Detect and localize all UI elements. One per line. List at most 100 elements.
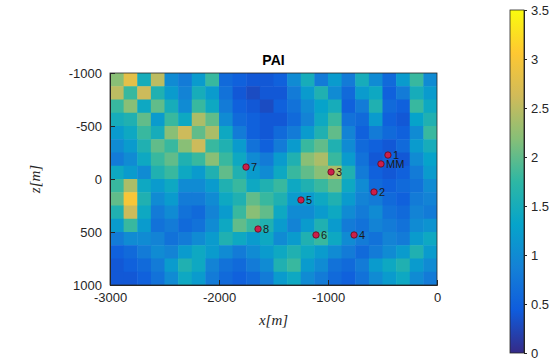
heatmap-cell	[287, 245, 301, 259]
heatmap-cell	[192, 100, 206, 114]
heatmap-cell	[246, 272, 260, 285]
tick-mark	[328, 280, 329, 285]
heatmap-cell	[287, 219, 301, 233]
heatmap-cell	[124, 113, 138, 127]
heatmap-cell	[246, 206, 260, 220]
heatmap-cell	[314, 179, 328, 193]
heatmap-cell	[219, 272, 233, 285]
heatmap-cell	[383, 126, 397, 140]
heatmap-cell	[192, 126, 206, 140]
heatmap-cell	[260, 259, 274, 273]
point-label: 5	[306, 194, 312, 206]
heatmap-cell	[192, 166, 206, 180]
heatmap-cell	[314, 153, 328, 167]
heatmap-cell	[205, 272, 219, 285]
heatmap-cell	[423, 126, 437, 140]
heatmap-cell	[410, 192, 424, 206]
heatmap-cell	[110, 139, 124, 153]
heatmap-cell	[205, 232, 219, 246]
heatmap-cell	[396, 245, 410, 259]
heatmap-cell	[219, 73, 233, 87]
heatmap-cell	[192, 86, 206, 100]
tick-mark	[219, 280, 220, 285]
heatmap-cell	[151, 86, 165, 100]
heatmap-cell	[124, 259, 138, 273]
tick-label: 2	[531, 150, 538, 165]
heatmap-cell	[205, 153, 219, 167]
tick: 500	[80, 225, 115, 240]
heatmap-cell	[124, 179, 138, 193]
heatmap-cell	[124, 73, 138, 87]
heatmap-cell	[165, 113, 179, 127]
heatmap-cell	[328, 232, 342, 246]
heatmap-cell	[110, 192, 124, 206]
heatmap-cell	[151, 272, 165, 285]
heatmap-cell	[342, 219, 356, 233]
heatmap-cell	[192, 192, 206, 206]
heatmap-cell	[205, 245, 219, 259]
heatmap-cell	[369, 86, 383, 100]
heatmap-cell	[165, 73, 179, 87]
heatmap-cell	[369, 126, 383, 140]
heatmap-cell	[233, 100, 247, 114]
heatmap-cell	[274, 126, 288, 140]
heatmap-cell	[205, 86, 219, 100]
heatmap-cell	[205, 259, 219, 273]
point-label: MM	[386, 158, 404, 170]
heatmap-cell	[355, 86, 369, 100]
heatmap-cell	[110, 100, 124, 114]
heatmap-cell	[355, 206, 369, 220]
heatmap-cell	[301, 126, 315, 140]
tick-mark	[524, 353, 527, 354]
heatmap-cell	[355, 179, 369, 193]
heatmap-cell	[151, 139, 165, 153]
heatmap-cell	[410, 153, 424, 167]
heatmap-cell	[410, 166, 424, 180]
heatmap-cell	[274, 113, 288, 127]
heatmap-cell	[314, 272, 328, 285]
heatmap-cell	[342, 206, 356, 220]
heatmap-cell	[151, 166, 165, 180]
heatmap-cell	[165, 100, 179, 114]
heatmap-cell	[110, 259, 124, 273]
heatmap-cell	[396, 73, 410, 87]
heatmap-cell	[383, 259, 397, 273]
heatmap-cell	[165, 272, 179, 285]
heatmap-cell	[287, 100, 301, 114]
heatmap-cell	[178, 153, 192, 167]
tick: 1.5	[524, 199, 549, 214]
heatmap-cell	[219, 113, 233, 127]
heatmap-cell	[110, 245, 124, 259]
heatmap-cell	[301, 153, 315, 167]
heatmap-cell	[260, 126, 274, 140]
heatmap-cell	[383, 272, 397, 285]
heatmap-cell	[124, 139, 138, 153]
heatmap-cell	[165, 126, 179, 140]
heatmap-cell	[328, 206, 342, 220]
heatmap-cell	[178, 192, 192, 206]
heatmap-cell	[165, 139, 179, 153]
heatmap-cell	[246, 100, 260, 114]
tick-mark	[110, 126, 115, 127]
heatmap-cell	[423, 179, 437, 193]
heatmap-cell	[301, 219, 315, 233]
heatmap-cell	[246, 126, 260, 140]
heatmap-cell	[219, 100, 233, 114]
heatmap-cell	[274, 272, 288, 285]
tick: 2.5	[524, 101, 549, 116]
heatmap-cell	[110, 232, 124, 246]
heatmap-cell	[178, 232, 192, 246]
point-circle	[378, 161, 384, 167]
heatmap-cell	[205, 166, 219, 180]
heatmap-cell	[342, 259, 356, 273]
heatmap-cell	[124, 126, 138, 140]
heatmap-cell	[137, 166, 151, 180]
heatmap-cell	[355, 126, 369, 140]
heatmap-cell	[219, 206, 233, 220]
heatmap-cell	[301, 206, 315, 220]
heatmap-cell	[314, 126, 328, 140]
tick-label: 2.5	[531, 101, 549, 116]
heatmap-cell	[151, 73, 165, 87]
heatmap-cell	[301, 179, 315, 193]
heatmap-cell	[205, 179, 219, 193]
